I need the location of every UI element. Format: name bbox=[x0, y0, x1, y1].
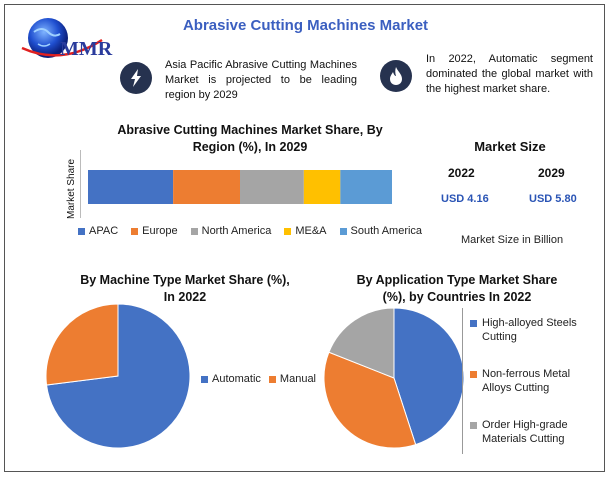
legend-swatch-europe bbox=[131, 227, 139, 235]
market-size-note: Market Size in Billion bbox=[461, 234, 564, 246]
legend-label-north-america: North America bbox=[201, 225, 272, 237]
machine-type-legend: Automatic Manual bbox=[201, 373, 316, 385]
logo-text: MMR bbox=[60, 38, 113, 60]
legend-item-high-alloyed: High-alloyed Steels Cutting bbox=[470, 316, 590, 344]
flame-icon bbox=[380, 60, 412, 92]
legend-swatch-north-america bbox=[190, 227, 198, 235]
machine-type-pie bbox=[45, 303, 191, 449]
region-legend: APAC Europe North America ME&A South Ame… bbox=[78, 225, 422, 237]
info-right-text: In 2022, Automatic segment dominated the… bbox=[426, 53, 593, 95]
legend-item-high-grade: Order High-grade Materials Cutting bbox=[470, 418, 590, 446]
bar-segment-south-america bbox=[340, 170, 392, 204]
legend-label-high-alloyed: High-alloyed Steels Cutting bbox=[482, 317, 577, 343]
infographic-frame bbox=[4, 4, 605, 472]
pie-slice-manual bbox=[45, 303, 119, 386]
legend-swatch-non-ferrous bbox=[470, 371, 477, 378]
lightning-icon bbox=[120, 62, 152, 94]
market-size-year-2022: 2022 bbox=[448, 166, 475, 180]
legend-label-automatic: Automatic bbox=[212, 373, 261, 385]
legend-label-europe: Europe bbox=[142, 225, 178, 237]
region-chart-axis bbox=[80, 150, 81, 218]
application-type-pie bbox=[323, 307, 465, 449]
legend-swatch-south-america bbox=[339, 227, 347, 235]
region-chart-ylabel: Market Share bbox=[66, 158, 77, 219]
legend-label-mea: ME&A bbox=[295, 225, 327, 237]
info-left-text: Asia Pacific Abrasive Cutting Machines M… bbox=[165, 59, 357, 101]
machine-type-chart-title: By Machine Type Market Share (%), In 202… bbox=[80, 273, 290, 304]
region-stacked-bar bbox=[88, 170, 392, 204]
pie-slice-non-ferrous-metal-alloys-cutting bbox=[323, 351, 417, 449]
market-size-year-2029: 2029 bbox=[538, 166, 565, 180]
legend-item-non-ferrous: Non-ferrous Metal Alloys Cutting bbox=[470, 367, 590, 395]
pie-slice-order-high-grade-materials-cutting bbox=[328, 307, 395, 379]
legend-swatch-high-grade bbox=[470, 422, 477, 429]
bar-segment-north-america bbox=[240, 170, 304, 204]
legend-label-manual: Manual bbox=[279, 373, 316, 385]
market-size-value-2029: USD 5.80 bbox=[529, 193, 577, 205]
legend-swatch-high-alloyed bbox=[470, 320, 477, 327]
bar-segment-me-a bbox=[303, 170, 341, 204]
page-title: Abrasive Cutting Machines Market bbox=[182, 17, 429, 34]
legend-swatch-automatic bbox=[201, 375, 208, 383]
legend-label-high-grade: Order High-grade Materials Cutting bbox=[482, 419, 568, 445]
market-size-value-2022: USD 4.16 bbox=[441, 193, 489, 205]
bar-segment-apac bbox=[88, 170, 174, 204]
region-chart-title: Abrasive Cutting Machines Market Share, … bbox=[117, 123, 383, 154]
legend-label-non-ferrous: Non-ferrous Metal Alloys Cutting bbox=[482, 368, 571, 394]
legend-swatch-apac bbox=[78, 227, 85, 235]
legend-swatch-mea bbox=[284, 227, 292, 235]
market-size-title: Market Size bbox=[474, 139, 546, 154]
application-type-chart-title: By Application Type Market Share (%), by… bbox=[356, 273, 558, 304]
legend-label-apac: APAC bbox=[89, 225, 119, 237]
bar-segment-europe bbox=[173, 170, 240, 204]
legend-label-south-america: South America bbox=[350, 225, 423, 237]
application-legend-divider bbox=[462, 308, 463, 454]
mmr-logo-globe bbox=[21, 18, 103, 58]
legend-swatch-manual bbox=[268, 375, 276, 383]
pie-slice-high-alloyed-steels-cutting bbox=[393, 307, 465, 446]
